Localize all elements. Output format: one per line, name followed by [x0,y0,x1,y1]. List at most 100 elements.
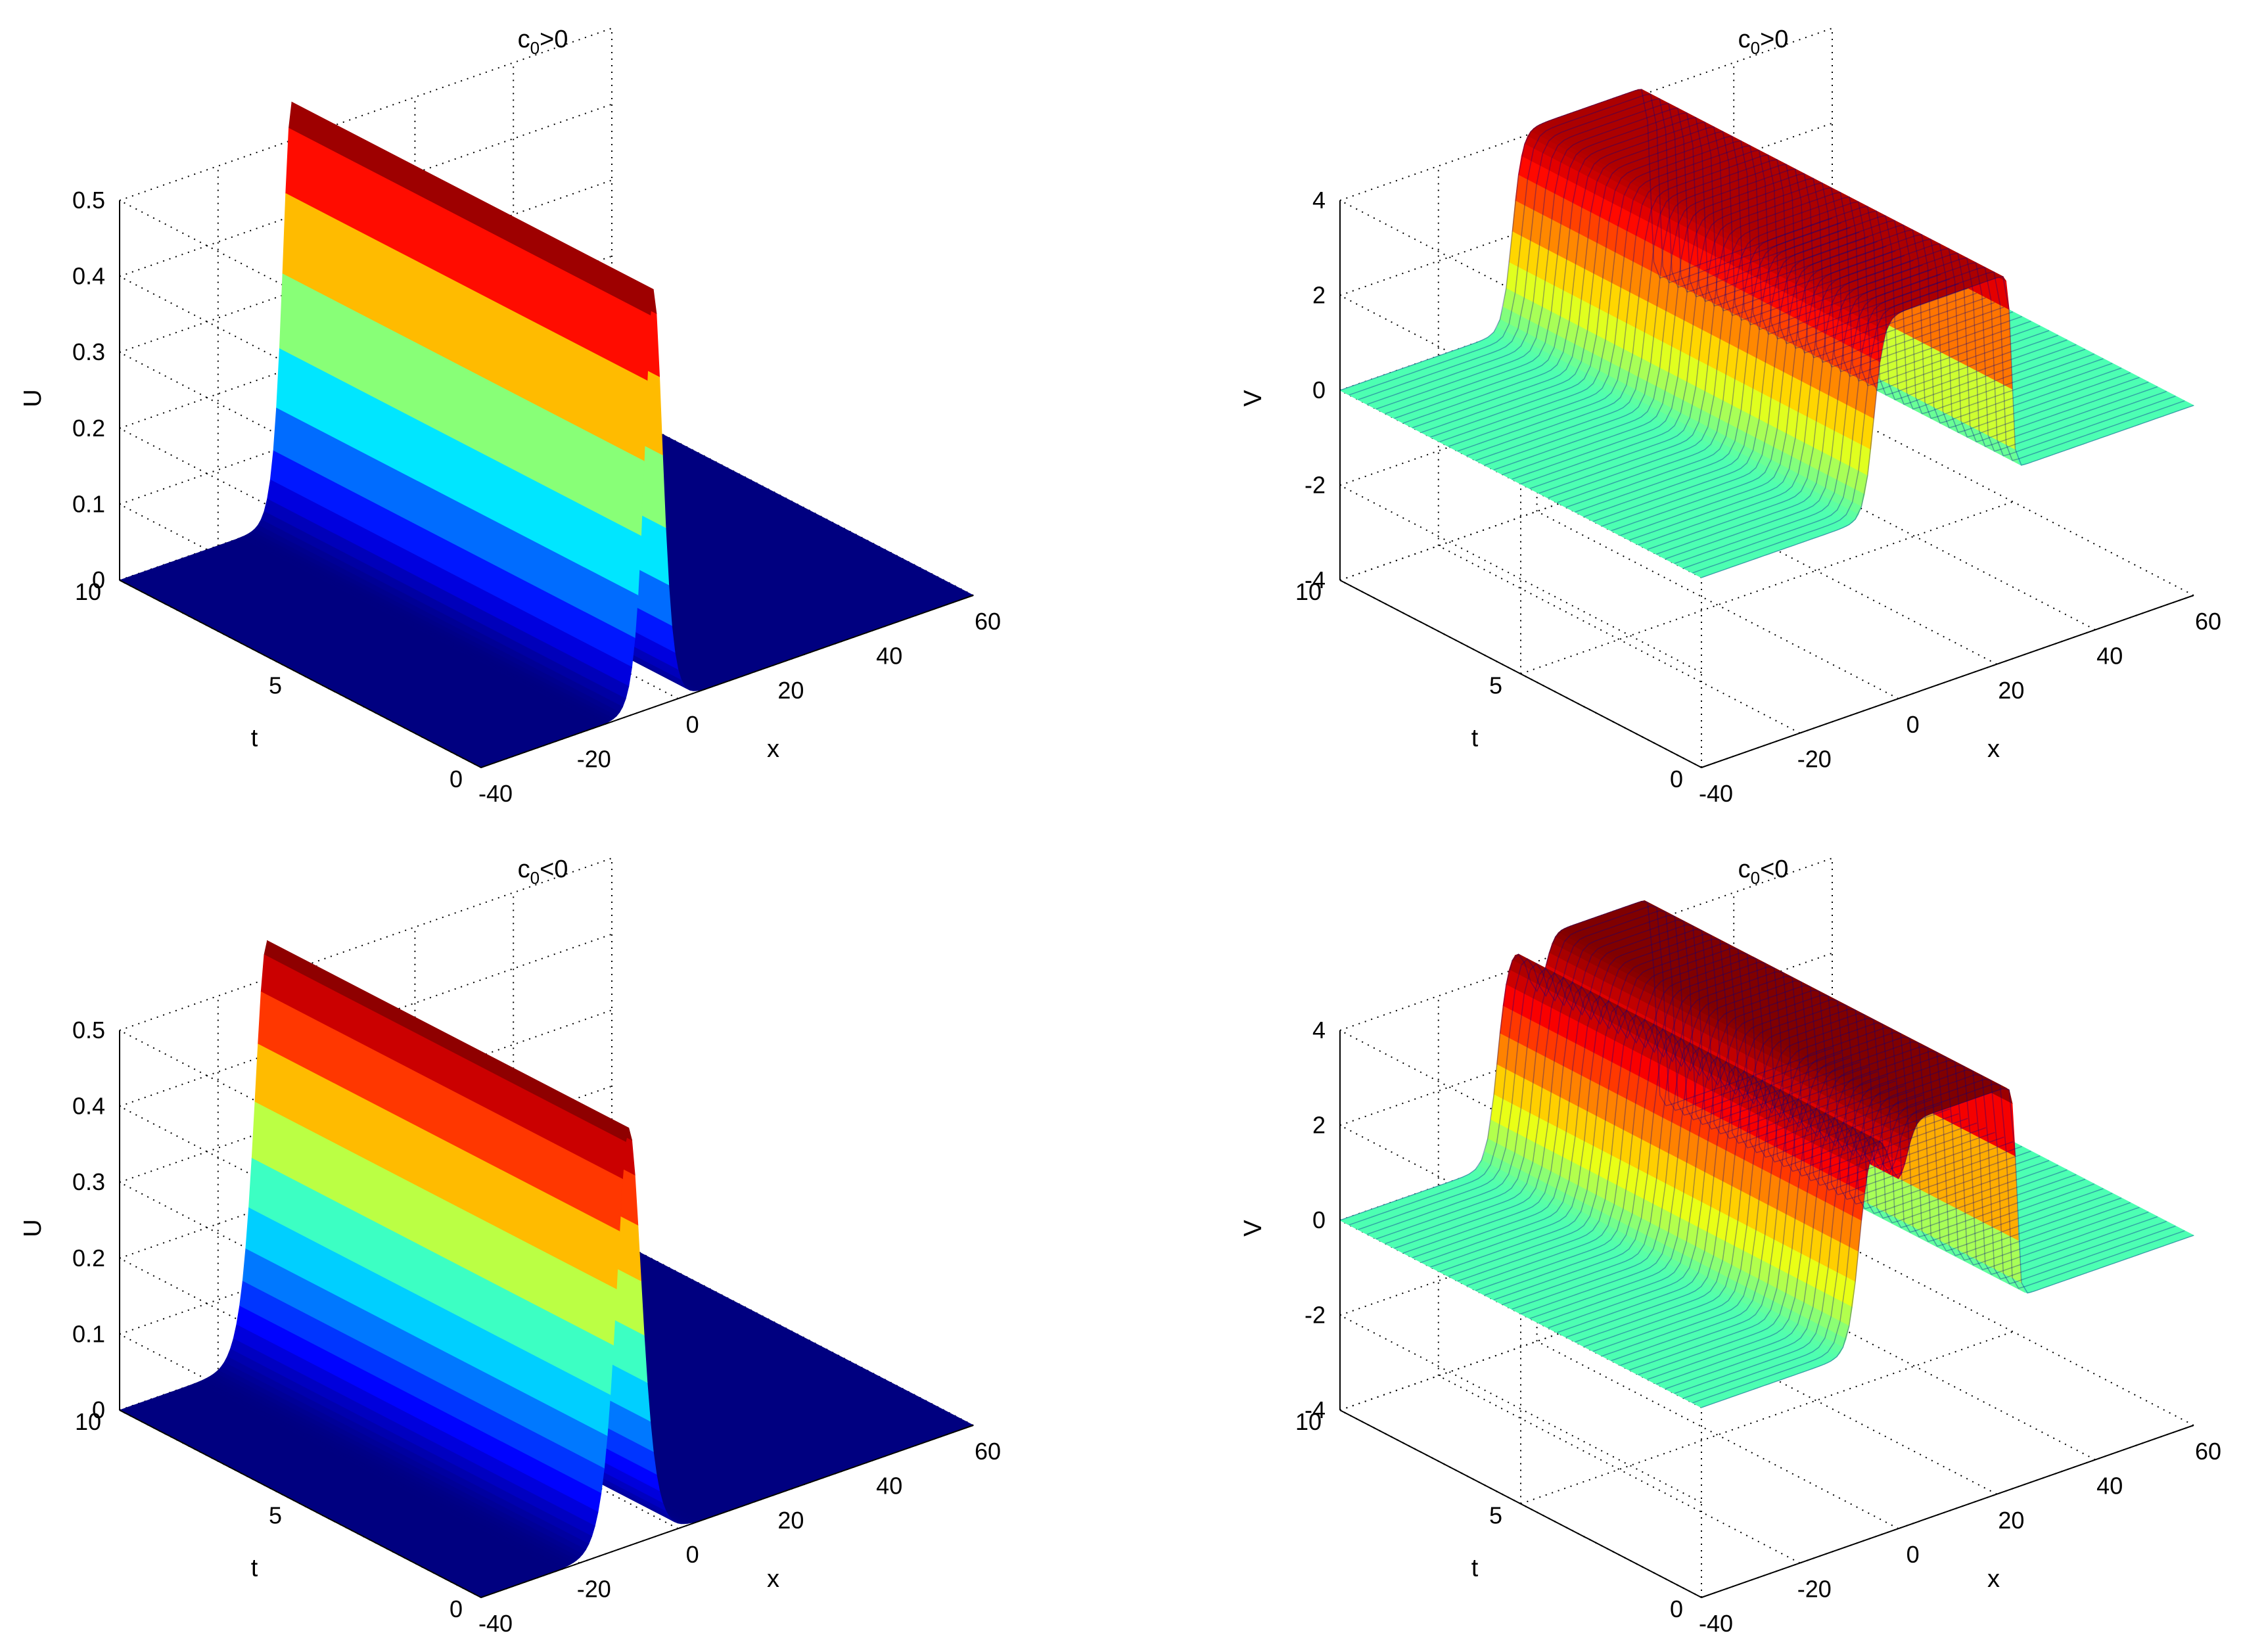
mesh-line [1439,952,1932,1273]
mesh-line [1412,938,1905,1258]
surface [1339,89,2195,578]
t-tick-label: 10 [75,578,101,605]
mesh-line [1430,135,1923,438]
mesh-line [1358,910,1851,1230]
x-tick-label: 60 [2195,1438,2221,1465]
z-tick-label: 0.4 [72,263,105,290]
mesh-line [1674,262,2167,564]
mesh-line [1403,121,1896,424]
mesh-line [1448,145,1941,447]
z-tick-label: 0.1 [72,490,105,517]
mesh-line [1665,1069,2158,1390]
x-axis-label: x [1987,1565,2000,1593]
mesh-line [1584,1027,2077,1348]
x-tick-label: -20 [577,746,611,773]
mesh-line [1448,957,1941,1277]
z-tick-label: 2 [1312,1112,1326,1139]
x-tick-label: 0 [1906,711,1920,738]
mesh-line [1638,243,2131,545]
mesh-line [1484,164,1977,466]
z-axis-label: U [19,1219,47,1237]
z-tick-label: 0 [92,1396,105,1423]
z-tick-label: -2 [1305,472,1326,499]
z-tick-label: 2 [1312,282,1326,309]
mesh-line [1548,196,2041,499]
mesh-line [1556,201,2050,503]
chart-title: c0>0 [518,26,568,58]
x-tick-label: -40 [1699,780,1733,807]
mesh-line [1538,1003,2031,1324]
t-axis-label: t [1471,1555,1479,1582]
t-axis-line [119,580,482,768]
z-tick-label: 0 [92,566,105,593]
x-tick-label: -40 [478,1610,513,1637]
mesh-line [1412,126,1905,428]
x-tick-label: 20 [777,1507,804,1534]
grid-line [119,179,612,354]
t-axis-line [1339,580,1702,768]
mesh-line [1430,948,1923,1268]
z-tick-label: 0.4 [72,1093,105,1120]
x-axis-label: x [767,735,779,763]
mesh-line [1339,89,1833,391]
x-tick-label: 0 [686,1541,699,1568]
grid-line [1520,1331,2014,1505]
x-tick-label: -20 [1797,746,1832,773]
z-tick-label: 0 [1312,377,1326,403]
mesh-line [1512,990,2004,1310]
x-tick-label: 0 [686,711,699,738]
x-axis-label: x [767,1565,779,1593]
mesh-line [1457,149,1951,452]
mesh-line [1421,942,1914,1263]
mesh-line [1520,994,2014,1315]
grid-line [119,933,612,1107]
z-tick-label: 0.3 [72,1168,105,1195]
t-tick-label: 5 [1489,672,1502,699]
mesh-line [1575,210,2068,513]
mesh-line [1592,219,2086,522]
grid-line [119,103,612,277]
z-tick-label: 4 [1312,187,1326,214]
mesh-line [1565,206,2059,508]
z-tick-label: 4 [1312,1017,1326,1044]
mesh-line [1556,1013,2050,1333]
mesh-line [1466,966,1959,1287]
mesh-line [1592,1032,2086,1352]
mesh-line [1565,1017,2059,1338]
mesh-line [1647,1060,2140,1380]
mesh-line [1701,276,2194,578]
t-axis-line [1339,1410,1702,1598]
mesh-line [1665,257,2158,560]
z-axis-label: V [1239,1220,1267,1237]
mesh-line [1674,1074,2167,1394]
mesh-line [1656,252,2149,555]
mesh-line [1620,233,2113,536]
x-tick-label: 40 [2096,642,2123,669]
mesh-line [1394,929,1887,1249]
mesh-line [1349,905,1842,1226]
z-tick-label: 0.5 [72,187,105,214]
mesh-line [1512,177,2004,480]
mesh-line [1475,971,1968,1291]
surface [118,101,975,768]
mesh-line [1692,271,2185,574]
mesh-line [1394,116,1887,419]
x-tick-label: 20 [777,677,804,704]
t-tick-label: 5 [269,1502,282,1529]
t-axis-line [119,1410,482,1598]
t-tick-label: 10 [1295,1408,1322,1435]
mesh-line [1529,187,2023,490]
mesh-line [1502,985,1995,1305]
mesh-line [1683,266,2176,569]
mesh-line [1484,975,1977,1296]
surface-strip [1339,1218,1705,1408]
x-axis-line [480,1425,974,1598]
z-axis-label: U [19,389,47,407]
x-tick-label: -40 [1699,1610,1733,1637]
x-tick-label: 60 [975,1438,1001,1465]
grid-line [119,858,612,1031]
